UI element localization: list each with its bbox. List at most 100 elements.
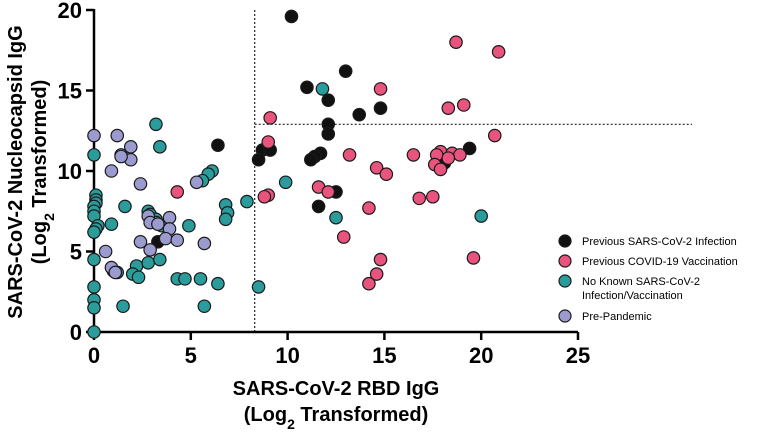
y-axis-title-suffix: Transformed) [29,80,51,213]
point-no-known [153,140,167,154]
legend-label-no-known: No Known SARS-CoV-2 Infection/Vaccination [582,276,700,302]
point-no-known [193,272,208,286]
y-axis-title-prefix: (Log [29,221,51,264]
legend-label-no-known-line1: No Known SARS-CoV-2 [582,276,700,288]
point-infection [304,152,318,167]
point-infection [373,101,388,116]
point-vaccination [406,148,421,162]
x-axis-title-suffix: Transformed) [295,404,428,426]
legend-marker-no-known [558,274,572,288]
point-no-known [218,212,233,227]
point-vaccination [466,251,481,265]
x-axis-title-line2: (Log2 Transformed) [244,404,428,432]
point-vaccination [433,162,448,177]
point-no-known [153,252,167,267]
point-pre-pandemic [158,231,173,246]
point-vaccination [321,185,336,199]
point-no-known [104,217,119,231]
point-pre-pandemic [87,128,101,143]
point-no-known [87,280,101,294]
legend-label-no-known-line2: Infection/Vaccination [582,290,683,302]
point-infection [311,199,326,214]
point-no-known [251,280,266,294]
x-axis-title-subscript: 2 [287,416,295,432]
point-infection [321,127,336,141]
point-no-known [87,325,101,339]
point-no-known [474,209,488,223]
legend-marker-infection [558,234,572,248]
x-axis-title-prefix: (Log [244,404,287,426]
point-infection [462,141,477,156]
y-tick-label: 0 [70,320,82,345]
legend: Previous SARS-CoV-2 Infection Previous C… [558,234,738,323]
point-pre-pandemic [170,233,185,248]
point-no-known [141,255,156,270]
tick-labels: 0 5 10 15 20 0 5 10 15 20 25 [58,0,591,368]
point-vaccination [362,201,376,215]
point-pre-pandemic [143,243,157,257]
point-pre-pandemic [98,244,113,259]
point-pre-pandemic [110,128,125,143]
point-vaccination [263,111,277,125]
point-vaccination [369,160,384,175]
point-no-known [315,82,330,96]
point-vaccination [342,148,357,162]
point-vaccination [362,276,376,291]
x-axis-title-line1: SARS-CoV-2 RBD IgG [233,378,440,400]
point-no-known [278,175,293,190]
point-pre-pandemic [197,236,212,251]
x-tick-label: 10 [275,343,299,368]
point-pre-pandemic [189,175,204,190]
x-tick-label: 0 [88,343,100,368]
y-tick-label: 15 [58,79,82,104]
y-tick-label: 5 [70,240,82,265]
point-infection [321,93,336,107]
point-vaccination [487,128,502,143]
legend-label-infection: Previous SARS-CoV-2 Infection [582,236,737,248]
point-vaccination [412,191,427,206]
x-tick-label: 20 [469,343,493,368]
point-no-known [87,148,101,162]
point-no-known [131,270,146,285]
point-vaccination [379,167,394,182]
point-vaccination [261,135,276,149]
legend-marker-pre-pandemic [558,309,572,323]
point-vaccination [170,185,185,199]
point-vaccination [257,189,272,204]
x-tick-label: 25 [566,343,590,368]
point-vaccination [336,230,351,244]
point-vaccination [449,35,463,49]
point-infection [251,152,266,167]
point-no-known [87,252,101,267]
point-no-known [87,225,101,239]
point-no-known [329,210,343,225]
point-infection [338,64,353,78]
y-axis-title-line2: (Log2 Transformed) [29,80,57,264]
x-tick-label: 5 [185,343,197,368]
point-pre-pandemic [162,210,177,225]
point-infection [300,80,314,95]
point-no-known [118,199,132,214]
point-pre-pandemic [151,217,165,231]
x-tick-label: 15 [372,343,396,368]
legend-label-pre-pandemic: Pre-Pandemic [582,311,652,323]
point-infection [284,9,299,24]
point-no-known [211,276,225,291]
legend-label-vaccination: Previous COVID-19 Vaccination [582,256,738,268]
point-vaccination [425,189,440,204]
point-no-known [149,117,163,132]
point-no-known [240,194,254,209]
point-vaccination [456,98,471,112]
point-vaccination [441,151,456,165]
y-tick-label: 10 [58,159,82,184]
axes [86,8,580,340]
point-no-known [197,299,212,314]
point-vaccination [373,82,388,96]
point-no-known [182,218,196,233]
point-pre-pandemic [114,149,128,164]
y-axis-title-subscript: 2 [41,213,57,221]
legend-marker-vaccination [558,254,572,268]
point-vaccination [369,267,384,281]
point-pre-pandemic [108,265,123,280]
point-infection [352,107,367,122]
